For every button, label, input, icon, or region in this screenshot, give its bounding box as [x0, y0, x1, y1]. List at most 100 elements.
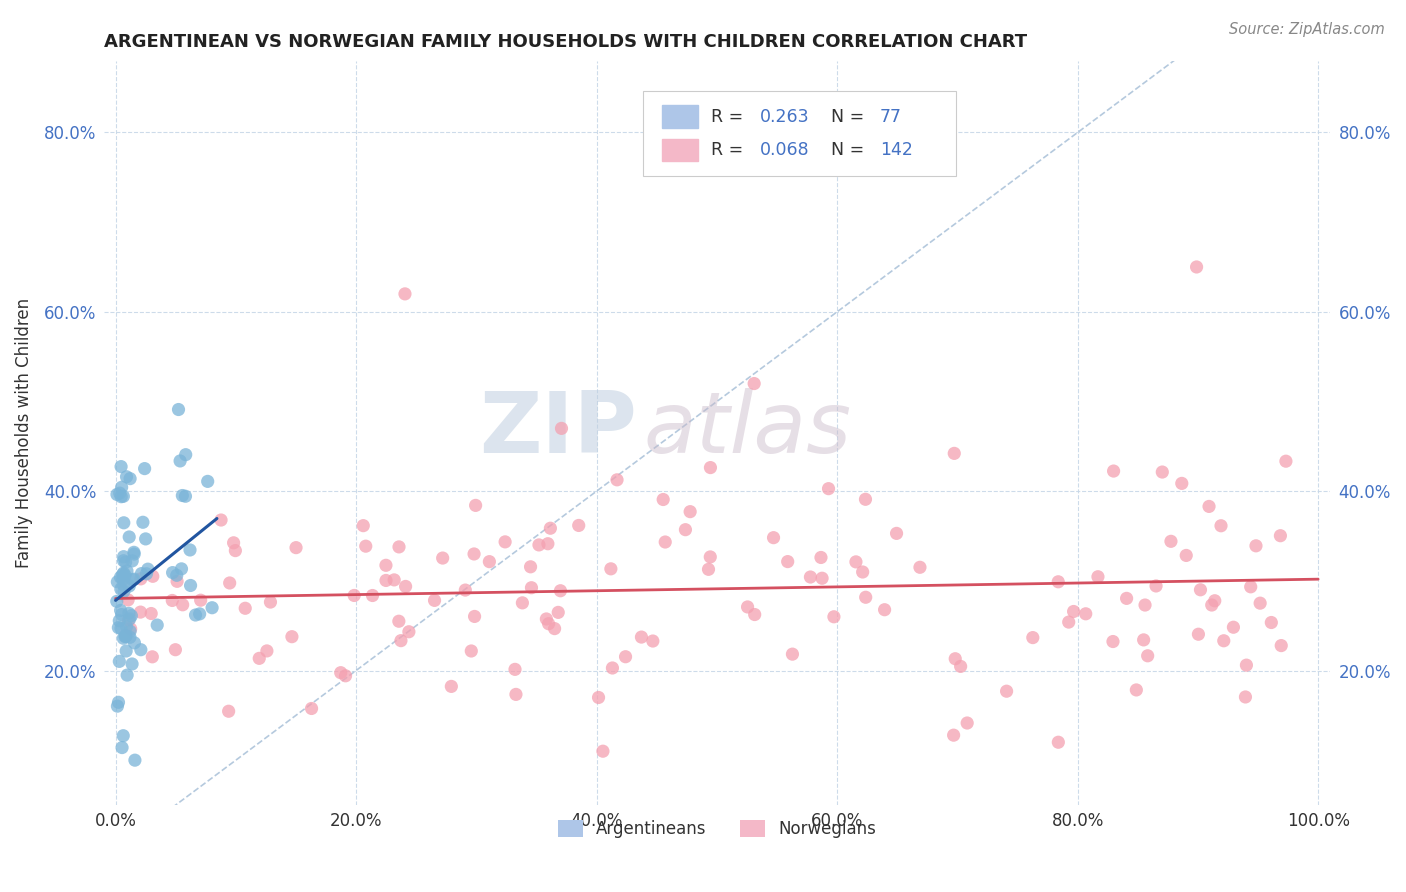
Point [124, 753, 146, 767]
Text: 0.263: 0.263 [759, 108, 810, 126]
Point [550, 421, 572, 435]
Point [675, 523, 697, 537]
Point [536, 612, 558, 626]
Point [389, 633, 412, 648]
Point [1115, 591, 1137, 606]
Point [107, 621, 129, 635]
Point [375, 574, 398, 588]
Point [108, 654, 131, 668]
Point [259, 595, 281, 609]
Point [114, 568, 136, 582]
Point [799, 570, 821, 584]
Point [118, 607, 141, 621]
FancyBboxPatch shape [662, 105, 699, 128]
Point [115, 668, 138, 682]
Point [112, 489, 135, 503]
Point [112, 566, 135, 580]
Point [1270, 639, 1292, 653]
Point [394, 579, 416, 593]
Point [1234, 690, 1257, 704]
Point [114, 628, 136, 642]
Point [122, 572, 145, 586]
FancyBboxPatch shape [662, 139, 699, 161]
Point [112, 729, 135, 743]
Point [1240, 580, 1263, 594]
Point [110, 582, 132, 596]
Point [697, 562, 720, 576]
Point [111, 740, 134, 755]
Point [852, 565, 875, 579]
Point [519, 559, 541, 574]
Point [118, 630, 141, 644]
Point [1189, 582, 1212, 597]
Point [136, 562, 159, 576]
Point [1212, 633, 1234, 648]
Point [352, 518, 374, 533]
Point [167, 402, 190, 417]
Point [855, 591, 877, 605]
Point [121, 573, 143, 587]
Point [1102, 464, 1125, 478]
Point [1204, 593, 1226, 607]
Text: R =: R = [710, 141, 748, 159]
Point [118, 579, 141, 593]
Point [512, 596, 534, 610]
Point [503, 662, 526, 676]
Point [170, 562, 193, 576]
Text: R =: R = [710, 108, 748, 126]
Point [568, 518, 591, 533]
Point [111, 567, 134, 582]
Point [114, 630, 136, 644]
Point [162, 566, 184, 580]
Point [776, 555, 799, 569]
Point [131, 566, 153, 581]
Point [134, 461, 156, 475]
Point [602, 661, 624, 675]
Point [114, 629, 136, 643]
Point [121, 657, 143, 671]
Point [118, 530, 141, 544]
Point [120, 622, 142, 636]
Point [124, 636, 146, 650]
Point [174, 448, 197, 462]
Point [388, 614, 411, 628]
Point [375, 558, 398, 573]
Point [995, 684, 1018, 698]
Point [110, 621, 132, 635]
Point [129, 642, 152, 657]
Point [1198, 500, 1220, 514]
Point [1275, 454, 1298, 468]
Point [494, 534, 516, 549]
Point [301, 701, 323, 715]
Point [354, 539, 377, 553]
Point [432, 551, 454, 566]
Point [811, 571, 834, 585]
Point [142, 569, 165, 583]
Point [699, 460, 721, 475]
Point [233, 601, 256, 615]
Point [1087, 570, 1109, 584]
Text: ARGENTINEAN VS NORWEGIAN FAMILY HOUSEHOLDS WITH CHILDREN CORRELATION CHART: ARGENTINEAN VS NORWEGIAN FAMILY HOUSEHOL… [104, 33, 1026, 51]
Point [652, 492, 675, 507]
Point [454, 583, 477, 598]
Point [188, 607, 211, 621]
Point [224, 543, 246, 558]
Text: N =: N = [831, 108, 870, 126]
Point [943, 651, 966, 665]
Point [630, 630, 652, 644]
Point [118, 612, 141, 626]
Text: Source: ZipAtlas.com: Source: ZipAtlas.com [1229, 22, 1385, 37]
Point [146, 618, 169, 632]
Point [398, 624, 420, 639]
Point [180, 578, 202, 592]
Point [599, 562, 621, 576]
Point [107, 699, 129, 714]
Point [823, 609, 845, 624]
Text: atlas: atlas [644, 388, 851, 471]
Point [121, 554, 143, 568]
Point [343, 589, 366, 603]
Point [169, 454, 191, 468]
Point [108, 614, 131, 628]
Point [382, 573, 405, 587]
Point [873, 603, 896, 617]
